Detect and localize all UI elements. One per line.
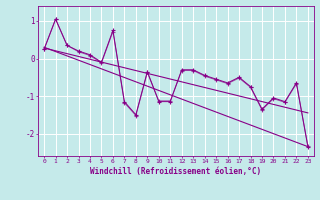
X-axis label: Windchill (Refroidissement éolien,°C): Windchill (Refroidissement éolien,°C) xyxy=(91,167,261,176)
